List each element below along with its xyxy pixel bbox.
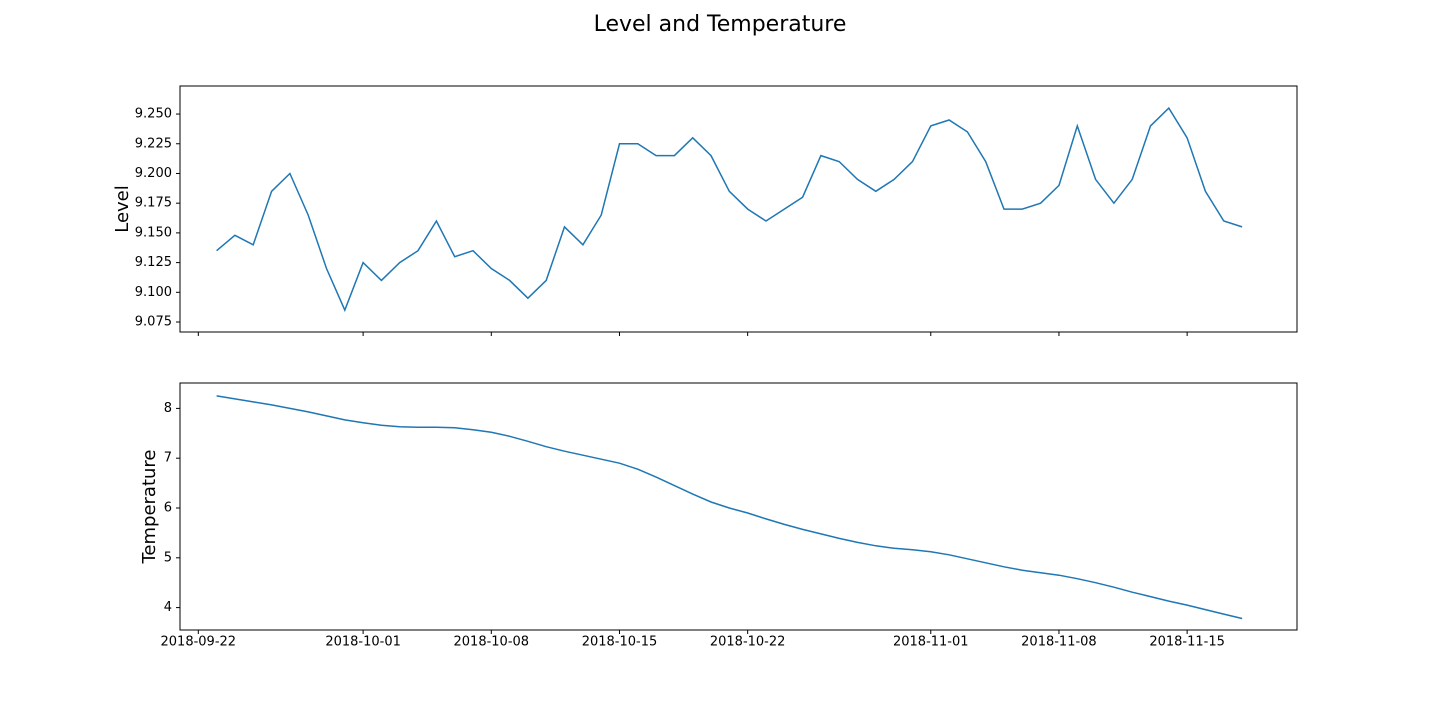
- data-line: [216, 395, 1243, 620]
- y-tick-label: 6: [164, 500, 172, 515]
- y-tick-label: 4: [164, 600, 172, 615]
- x-tick-label: 2018-10-15: [582, 635, 658, 650]
- y-tick-label: 8: [164, 401, 172, 416]
- y-tick-label: 9.175: [135, 196, 172, 211]
- x-tick-label: 2018-09-22: [161, 635, 237, 650]
- x-tick-label: 2018-11-01: [893, 635, 969, 650]
- y-tick-label: 9.200: [135, 166, 172, 181]
- axes-frame: [179, 382, 1298, 631]
- y-tick-label: 7: [164, 451, 172, 466]
- x-tick-label: 2018-10-01: [325, 635, 401, 650]
- axes-frame: [179, 85, 1298, 333]
- figure-title: Level and Temperature: [594, 12, 847, 37]
- x-tick-label: 2018-10-08: [454, 635, 530, 650]
- y-tick-label: 9.150: [135, 225, 172, 240]
- x-tick-label: 2018-10-22: [710, 635, 786, 650]
- x-tick-label: 2018-11-15: [1149, 635, 1225, 650]
- data-line: [216, 106, 1243, 313]
- y-tick-label: 5: [164, 550, 172, 565]
- y-tick-label: 9.075: [135, 315, 172, 330]
- y-axis-label: Level: [112, 185, 133, 233]
- y-tick-label: 9.100: [135, 285, 172, 300]
- y-tick-label: 9.125: [135, 255, 172, 270]
- y-axis-label: Temperature: [139, 449, 160, 564]
- y-tick-label: 9.250: [135, 107, 172, 122]
- y-tick-label: 9.225: [135, 136, 172, 151]
- x-tick-label: 2018-11-08: [1021, 635, 1097, 650]
